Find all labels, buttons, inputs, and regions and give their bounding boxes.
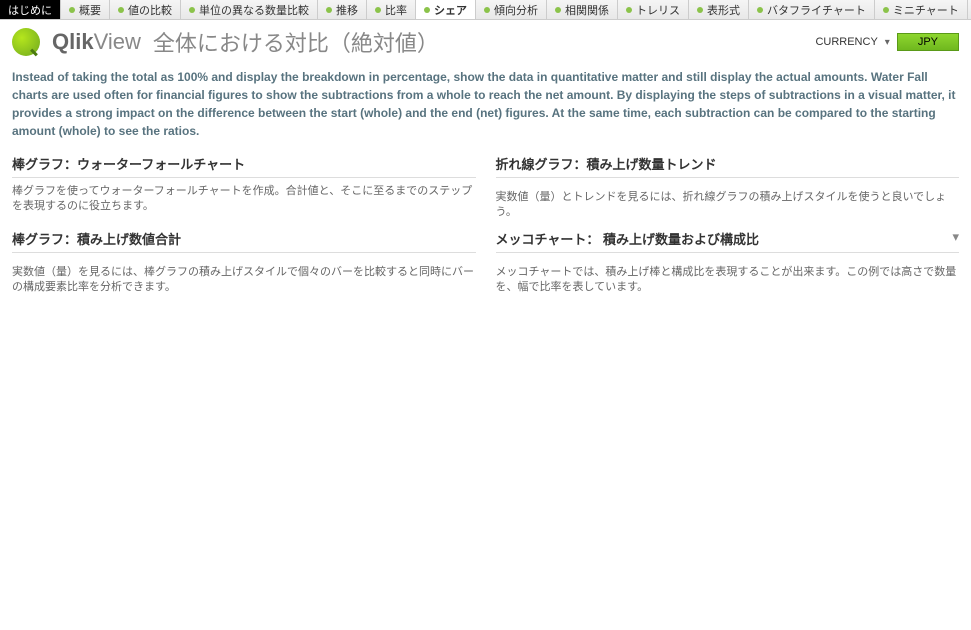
tab-6[interactable]: シェア: [416, 0, 476, 19]
chevron-down-icon[interactable]: ▾: [952, 229, 959, 248]
chevron-down-icon[interactable]: ▾: [882, 37, 893, 48]
tab-3[interactable]: 単位の異なる数量比較: [181, 0, 318, 19]
mekko-title: メッコチャート： 積み上げ数量および構成比▾: [496, 225, 960, 253]
stackedbar-caption: 実数値（量）を見るには、棒グラフの積み上げスタイルで個々のバーを比較すると同時に…: [12, 265, 476, 296]
currency-button[interactable]: JPY: [897, 33, 959, 51]
tab-2[interactable]: 値の比較: [110, 0, 181, 19]
tab-12[interactable]: ミニチャート: [875, 0, 968, 19]
description-text: Instead of taking the total as 100% and …: [0, 64, 971, 150]
tab-1[interactable]: 概要: [61, 0, 110, 19]
mekko-caption: メッコチャートでは、積み上げ棒と構成比を表現することが出来ます。この例では高さで…: [496, 265, 960, 296]
area-title: 折れ線グラフ：積み上げ数量トレンド: [496, 150, 960, 178]
tab-9[interactable]: トレリス: [618, 0, 689, 19]
waterfall-caption: 棒グラフを使ってウォーターフォールチャートを作成。合計値と、そこに至るまでのステ…: [12, 184, 476, 215]
tab-0[interactable]: はじめに: [0, 0, 61, 19]
tab-10[interactable]: 表形式: [689, 0, 749, 19]
tab-11[interactable]: バタフライチャート: [749, 0, 875, 19]
waterfall-title: 棒グラフ：ウォーターフォールチャート: [12, 150, 476, 178]
currency-label: CURRENCY: [815, 36, 877, 48]
brand: QlikView: [52, 29, 141, 55]
area-caption: 実数値（量）とトレンドを見るには、折れ線グラフの積み上げスタイルを使うと良いでし…: [496, 190, 960, 221]
tab-5[interactable]: 比率: [367, 0, 416, 19]
page-title: 全体における対比（絶対値）: [153, 26, 439, 58]
qlikview-logo: [12, 28, 40, 56]
stackedbar-title: 棒グラフ：積み上げ数値合計: [12, 225, 476, 253]
tab-7[interactable]: 傾向分析: [476, 0, 547, 19]
tab-4[interactable]: 推移: [318, 0, 367, 19]
tab-8[interactable]: 相関関係: [547, 0, 618, 19]
